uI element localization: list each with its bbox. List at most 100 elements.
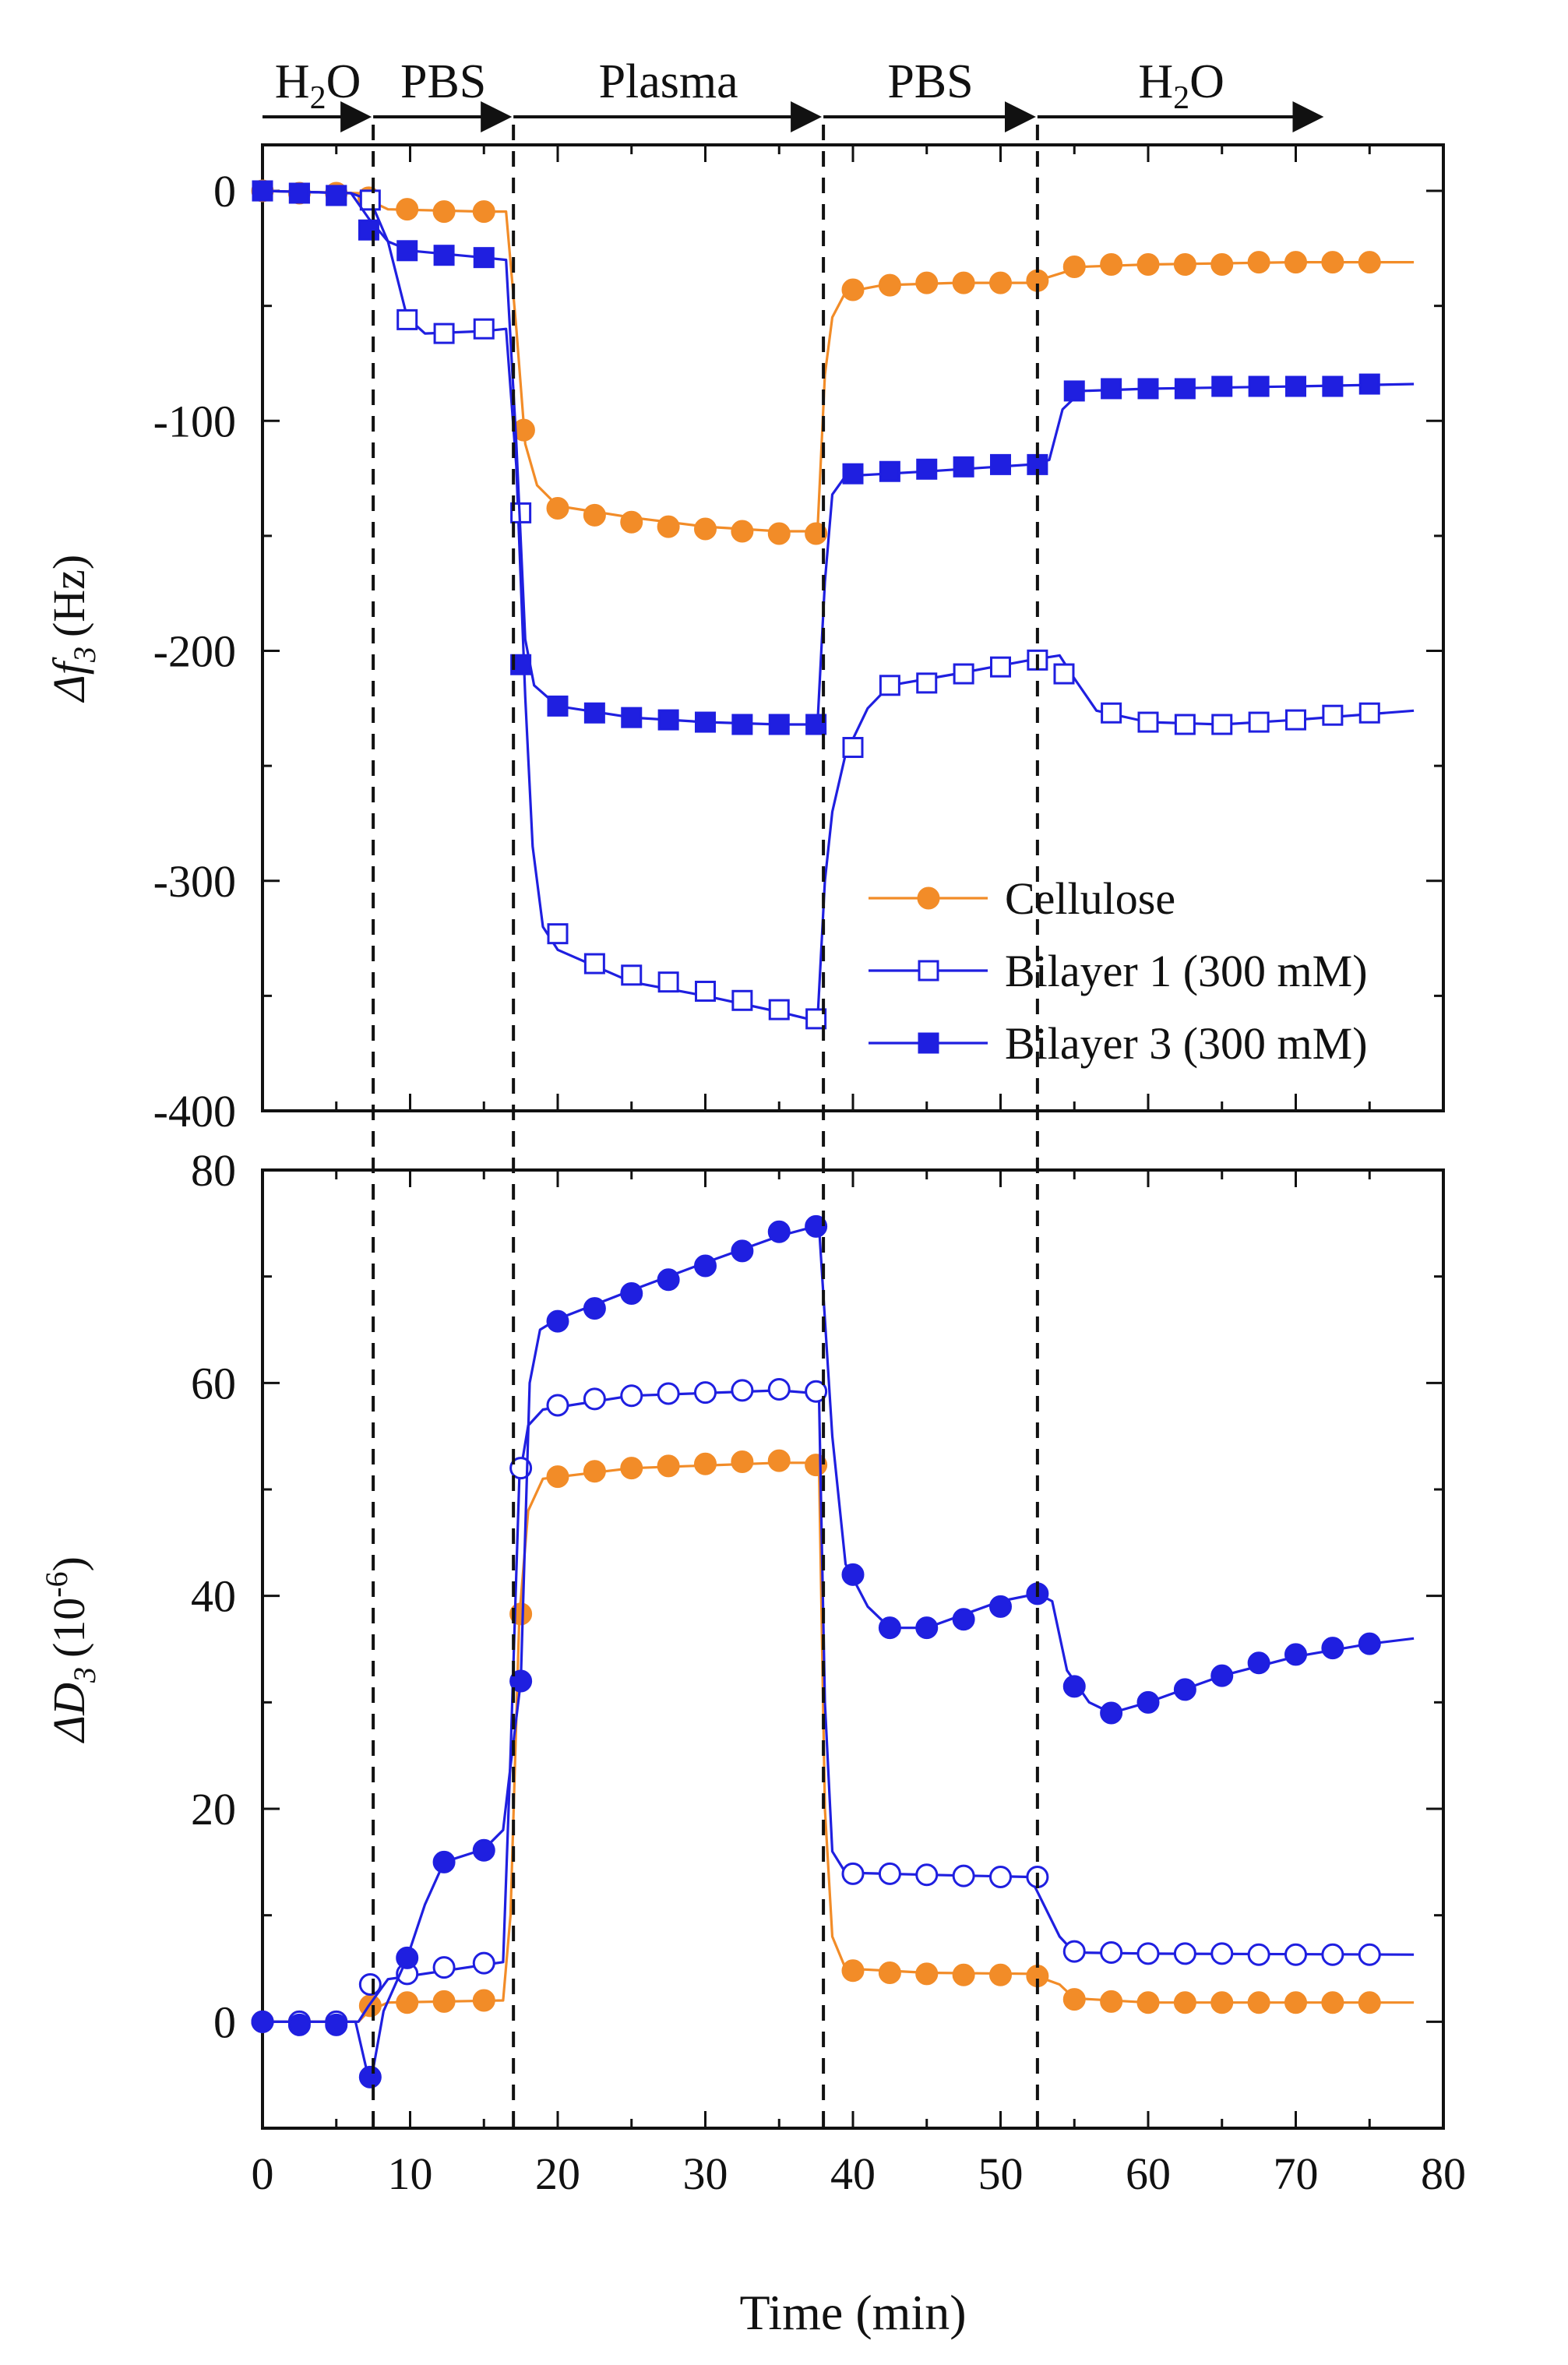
data-point [1321, 251, 1344, 274]
y-tick-label: -100 [153, 396, 236, 446]
data-point [657, 515, 680, 538]
data-point [694, 517, 717, 541]
data-point [287, 2013, 311, 2036]
data-point [1285, 709, 1306, 731]
data-point [583, 503, 606, 527]
plot-frame [261, 1168, 1445, 2130]
y-tick-label: 0 [213, 1997, 236, 2047]
x-tick-label: 30 [683, 2148, 728, 2199]
data-point [1285, 375, 1306, 397]
x-axis-label: Time (min) [740, 2285, 967, 2340]
data-point [731, 1450, 754, 1473]
phase-label: H2O [1138, 55, 1224, 116]
data-point [1358, 1632, 1381, 1655]
data-point [1322, 375, 1344, 397]
data-point [879, 460, 900, 482]
legend-marker [918, 1032, 939, 1054]
data-point [288, 182, 310, 204]
data-point [1100, 1990, 1123, 2013]
data-point [1247, 1991, 1270, 2014]
plot-panels: 0 -100 -200 -300 -400 Δf3(Hz) Cellulose Bilayer… [39, 143, 1466, 2340]
data-point [396, 308, 418, 330]
series-line [262, 189, 1415, 726]
data-point [989, 1595, 1012, 1618]
data-point [546, 1465, 569, 1489]
phase-label: Plasma [599, 55, 738, 108]
data-point [1053, 663, 1075, 685]
data-point [767, 522, 791, 545]
legend-entry: Bilayer 3 (300 mM) [869, 1018, 1368, 1069]
data-point [583, 1297, 606, 1320]
data-point [842, 463, 864, 485]
y-tick-label: 0 [213, 166, 236, 217]
data-point [432, 200, 456, 224]
data-point [621, 964, 643, 986]
data-point [841, 278, 865, 301]
data-point [1100, 1941, 1123, 1964]
data-point [1321, 1637, 1344, 1660]
data-point [358, 219, 379, 241]
data-point [473, 318, 495, 340]
data-point [1062, 1675, 1086, 1698]
data-point [1247, 1651, 1270, 1675]
data-point [1173, 1991, 1196, 2014]
data-point [731, 520, 754, 543]
data-point [952, 1864, 975, 1887]
data-point [805, 1214, 828, 1238]
x-tick-label: 60 [1126, 2148, 1171, 2199]
data-point [657, 709, 679, 731]
panel-top: 0 -100 -200 -300 -400 Δf3(Hz) Cellulose Bilayer… [44, 143, 1445, 1137]
y-tick-label: 40 [191, 1571, 236, 1622]
data-point [1101, 378, 1122, 400]
data-point [990, 453, 1011, 475]
data-point [1247, 1943, 1270, 1966]
data-point [695, 711, 716, 733]
data-point [473, 247, 495, 269]
x-tick-label: 10 [388, 2148, 433, 2199]
data-point [805, 522, 828, 545]
data-point [252, 180, 273, 202]
data-point [620, 1457, 643, 1480]
data-point [878, 1961, 901, 1984]
data-point [251, 2010, 274, 2033]
data-point [657, 971, 679, 993]
series-line [263, 1461, 1415, 2023]
phase-label: H2O [275, 55, 361, 116]
panel-bottom: 0 20 40 60 80 0 10 20 30 40 50 60 70 80 ΔD3(10-6) Time … [39, 1145, 1466, 2340]
data-point [1173, 253, 1196, 277]
x-tick-label: 50 [978, 2148, 1024, 2199]
data-point [1284, 251, 1307, 274]
data-point [915, 1962, 939, 1986]
data-point [621, 707, 643, 728]
series-bilayer-1-300-mm [252, 180, 1415, 1030]
data-point [1100, 253, 1123, 277]
data-point [1210, 1991, 1234, 2014]
data-point [878, 273, 901, 297]
data-point [1248, 375, 1270, 397]
data-point [1247, 251, 1270, 274]
y-tick-label: -200 [153, 626, 236, 677]
data-point [1358, 702, 1380, 724]
y-tick-label: 20 [191, 1784, 236, 1835]
data-point [805, 1008, 827, 1030]
data-point [547, 695, 569, 717]
data-point [878, 1862, 901, 1885]
phase-4: PBS [823, 55, 1036, 132]
legend-label: Bilayer 1 (300 mM) [1005, 946, 1368, 996]
data-point [1173, 1942, 1196, 1965]
data-point [1136, 253, 1160, 277]
phase-3: Plasma [513, 55, 823, 132]
data-point [1284, 1643, 1307, 1666]
data-point [1321, 1991, 1344, 2014]
data-point [396, 1991, 419, 2014]
data-point [805, 1380, 828, 1403]
data-point [841, 1862, 865, 1885]
x-tick-label: 80 [1421, 2148, 1466, 2199]
data-point [841, 1959, 865, 1983]
data-point [1062, 255, 1086, 278]
data-point [1284, 1991, 1307, 2014]
data-point [952, 1963, 975, 1986]
data-point [472, 200, 495, 224]
data-point [620, 1384, 643, 1408]
